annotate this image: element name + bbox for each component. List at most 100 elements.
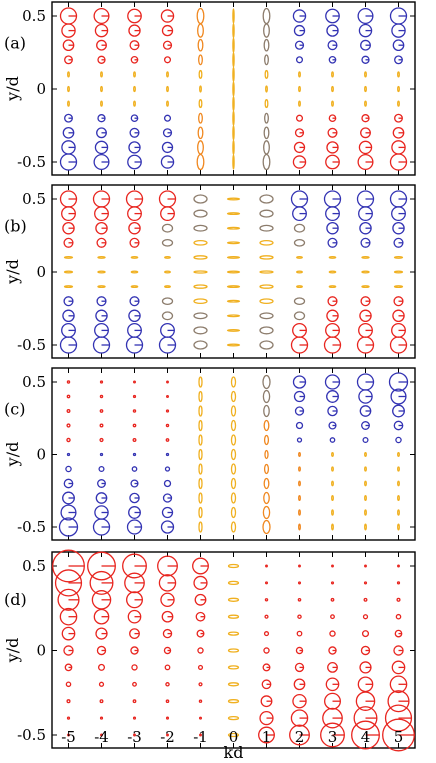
mark-circle	[66, 380, 71, 384]
mark-ellipse	[262, 374, 271, 390]
mark-linear	[230, 376, 237, 388]
mark-circle	[132, 699, 137, 704]
mark-linear	[230, 434, 237, 446]
mark-ellipse	[364, 480, 367, 487]
mark-circle	[165, 682, 170, 687]
mark-circle	[165, 716, 170, 720]
mark-ellipse	[198, 99, 203, 109]
mark-ellipse	[296, 255, 303, 259]
mark-ellipse	[164, 285, 171, 289]
x-tick-label: 1	[262, 728, 272, 746]
mark-linear	[230, 463, 237, 475]
mark-ellipse	[296, 270, 303, 274]
mark-circle	[358, 23, 373, 38]
mark-circle	[297, 614, 302, 619]
y-tick-label: 0	[36, 446, 46, 464]
mark-circle	[392, 404, 405, 418]
mark-circle	[99, 699, 104, 704]
mark-ellipse	[196, 7, 205, 25]
mark-circle	[165, 438, 170, 442]
y-axis-title: y/d	[3, 442, 22, 468]
mark-circle	[162, 128, 173, 138]
mark-linear	[230, 477, 237, 490]
x-axis-title: kd	[224, 743, 244, 762]
x-tick-label: -2	[160, 728, 175, 746]
mark-circle	[132, 438, 137, 442]
mark-circle	[164, 466, 171, 472]
mark-linear	[232, 154, 235, 170]
mark-circle	[360, 645, 371, 656]
mark-circle	[326, 390, 339, 403]
mark-circle	[99, 716, 104, 720]
mark-circle	[162, 628, 173, 639]
mark-circle	[132, 452, 137, 457]
mark-ellipse	[199, 85, 202, 93]
panel-frame	[51, 367, 416, 541]
mark-circle	[394, 55, 403, 65]
mark-circle	[63, 478, 74, 489]
mark-linear	[232, 22, 235, 39]
mark-circle	[330, 614, 335, 620]
mark-linear	[227, 563, 240, 569]
mark-linear	[232, 37, 235, 53]
mark-circle	[264, 598, 269, 602]
mark-linear	[230, 419, 237, 432]
mark-ellipse	[361, 270, 370, 274]
mark-ellipse	[298, 523, 301, 531]
panel-label: (c)	[4, 399, 25, 418]
mark-ellipse	[259, 239, 274, 246]
mark-ellipse	[259, 255, 274, 260]
mark-circle	[165, 699, 170, 704]
mark-ellipse	[263, 38, 270, 52]
mark-ellipse	[130, 270, 139, 274]
mark-ellipse	[264, 69, 269, 79]
mark-ellipse	[293, 297, 306, 306]
mark-circle	[395, 436, 402, 444]
mark-ellipse	[166, 100, 169, 107]
y-tick-label: 0	[36, 263, 46, 281]
mark-circle	[393, 645, 404, 656]
mark-linear	[198, 506, 203, 519]
y-tick-label: 0	[36, 642, 46, 660]
mark-circle	[197, 647, 204, 654]
mark-circle	[394, 113, 403, 123]
mark-linear	[232, 125, 235, 141]
mark-ellipse	[193, 284, 208, 289]
x-tick-label: 5	[394, 728, 404, 746]
mark-ellipse	[259, 298, 274, 305]
mark-ellipse	[259, 209, 274, 218]
mark-circle	[361, 630, 370, 638]
mark-circle	[129, 127, 140, 138]
mark-ellipse	[397, 466, 400, 472]
mark-ellipse	[393, 255, 404, 259]
mark-ellipse	[63, 285, 74, 289]
y-axis-title: y/d	[3, 259, 22, 285]
mark-circle	[298, 564, 301, 568]
mark-ellipse	[262, 519, 271, 535]
mark-circle	[329, 630, 336, 637]
mark-ellipse	[263, 463, 270, 475]
panel-label: (a)	[4, 34, 26, 53]
mark-ellipse	[259, 312, 274, 320]
mark-circle	[96, 127, 107, 139]
mark-ellipse	[263, 419, 270, 432]
mark-ellipse	[193, 312, 208, 320]
mark-circle	[165, 452, 170, 457]
mark-circle	[99, 423, 104, 428]
mark-circle	[396, 597, 401, 602]
mark-circle	[131, 664, 138, 671]
mark-ellipse	[296, 285, 303, 289]
mark-linear	[227, 732, 240, 738]
mark-circle	[99, 409, 104, 413]
mark-circle	[330, 597, 335, 602]
mark-linear	[198, 390, 203, 403]
mark-ellipse	[133, 85, 136, 93]
mark-ellipse	[197, 126, 204, 140]
mark-circle	[66, 452, 71, 457]
y-tick-label: -0.5	[17, 518, 46, 536]
mark-circle	[129, 237, 140, 248]
mark-ellipse	[259, 326, 274, 335]
mark-ellipse	[265, 85, 268, 93]
mark-circle	[295, 114, 304, 122]
mark-circle	[163, 56, 172, 64]
